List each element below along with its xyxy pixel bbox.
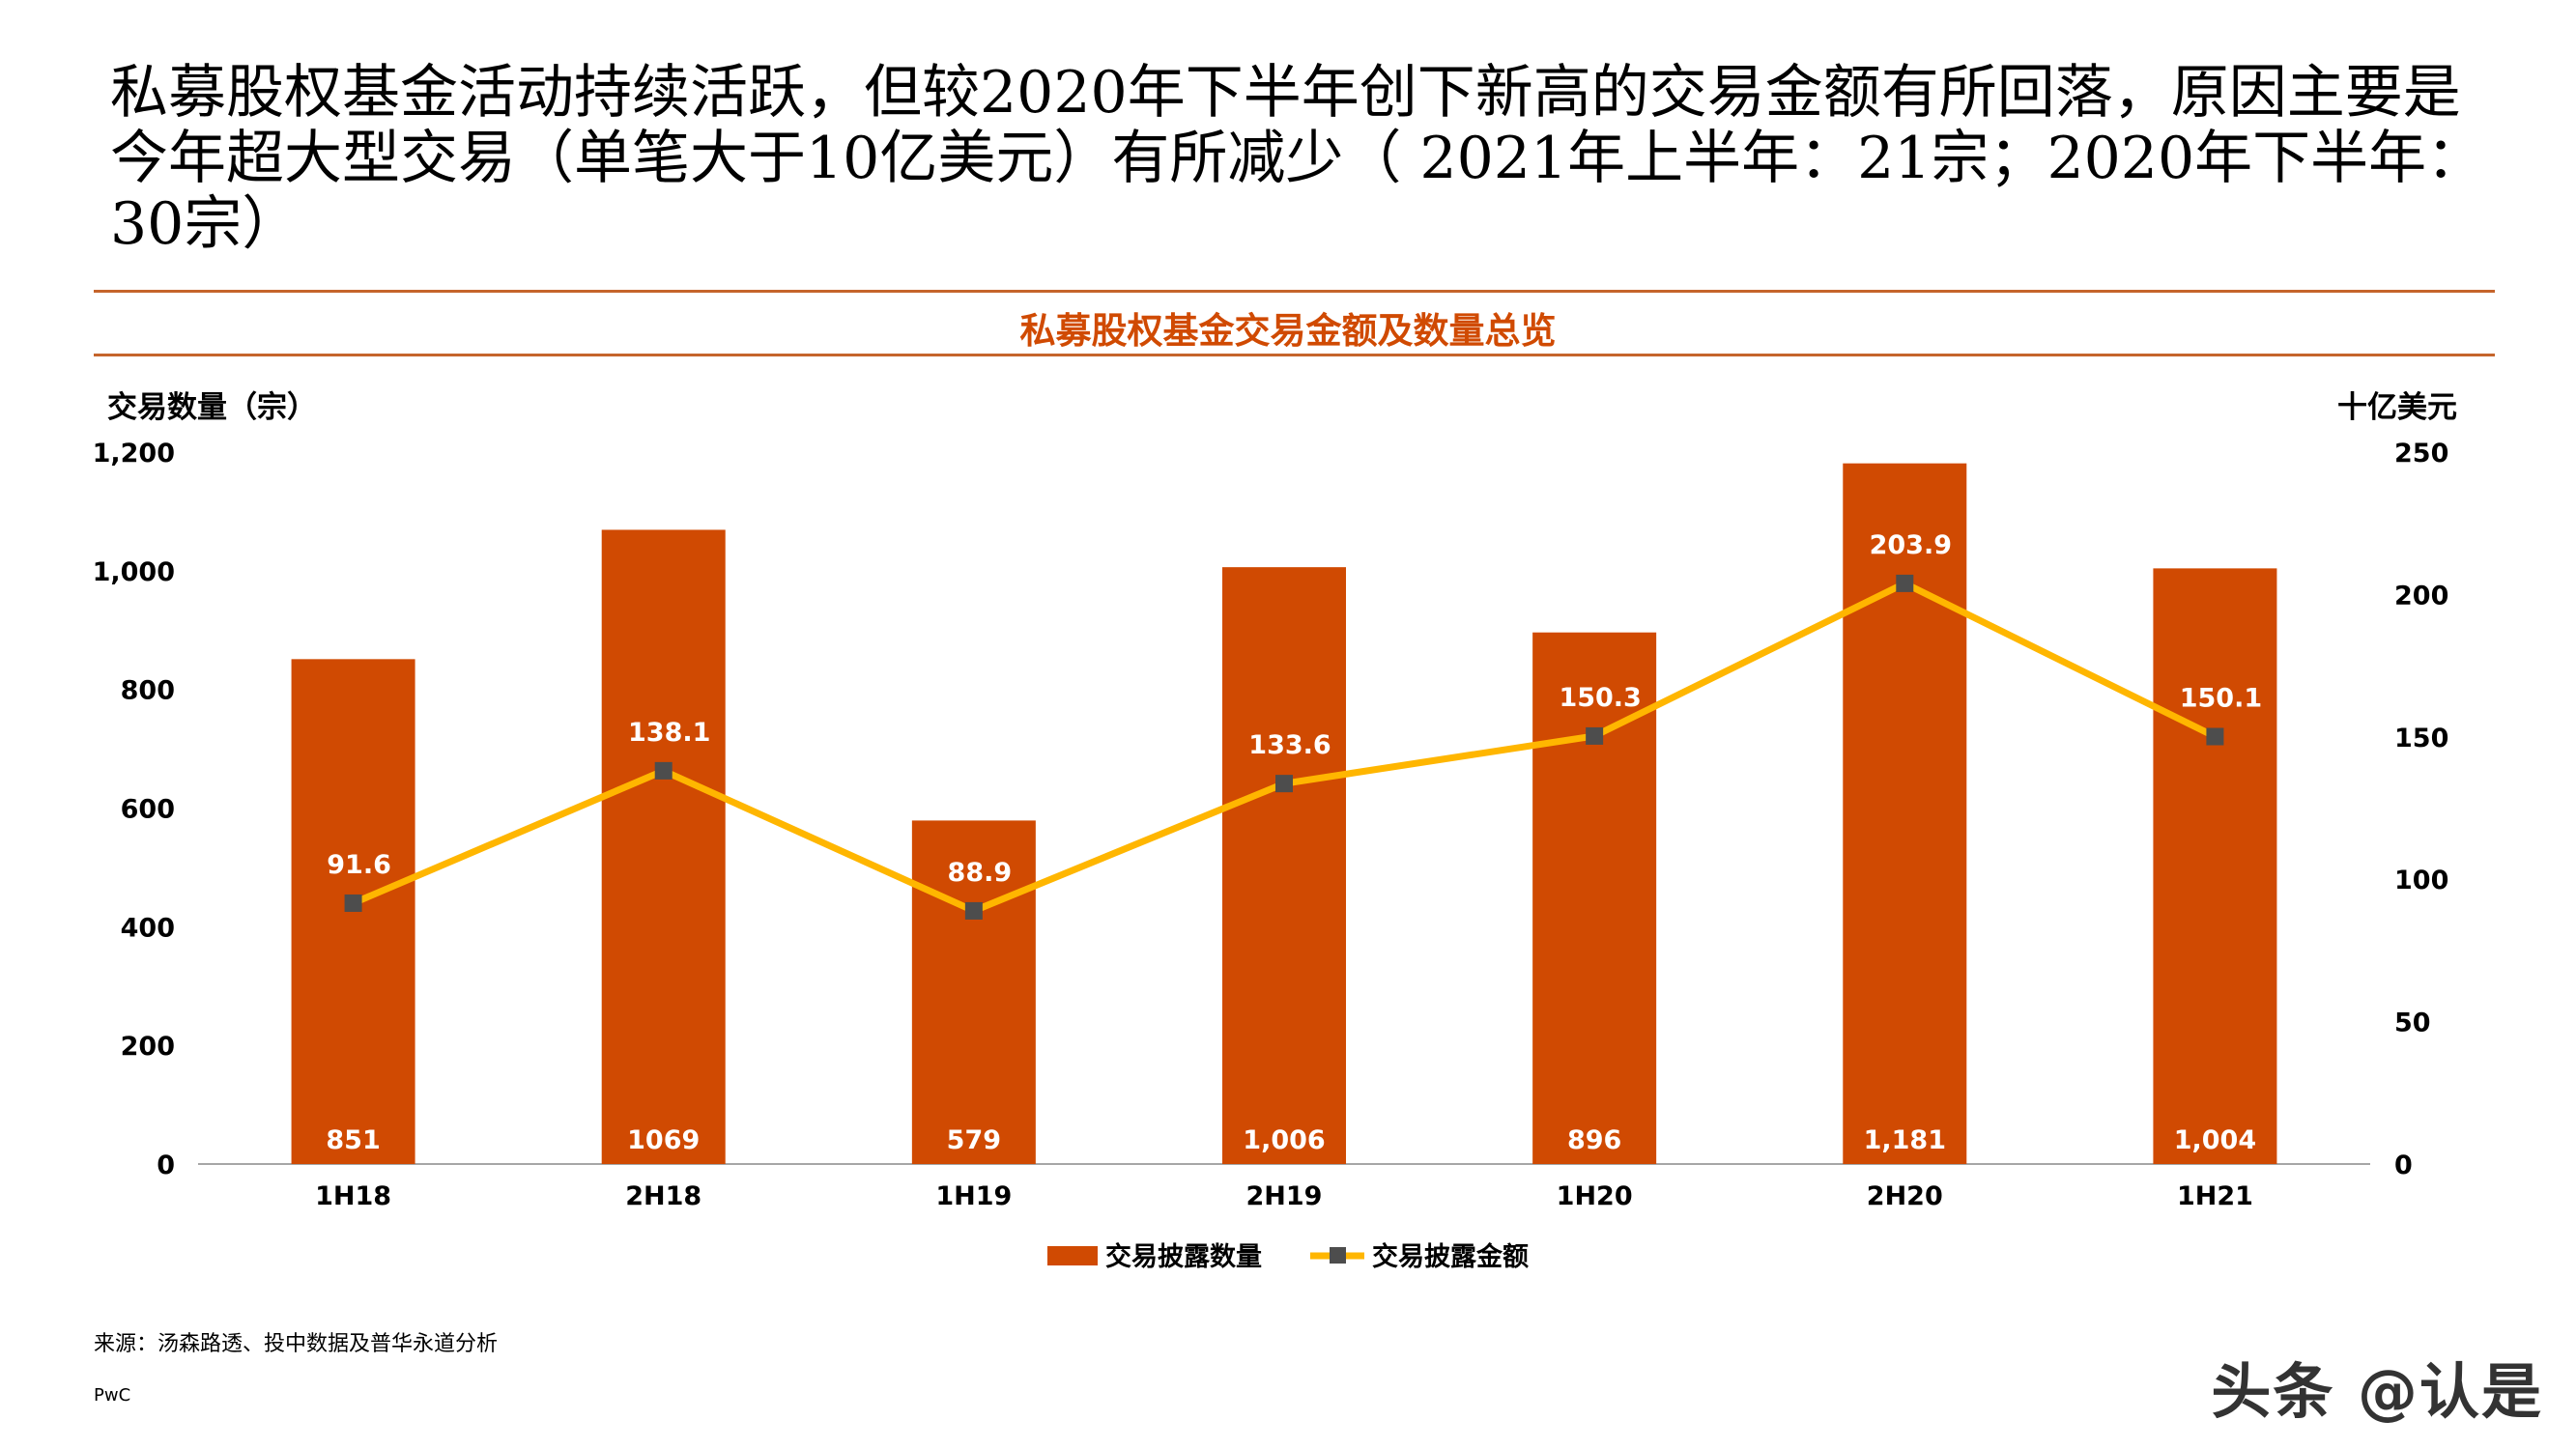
line-value-label: 138.1: [628, 718, 710, 748]
bar: [1532, 632, 1657, 1164]
right-tick-label: 200: [2394, 581, 2448, 611]
line-marker: [1586, 726, 1604, 745]
line-value-label: 150.1: [2180, 684, 2262, 714]
line-marker: [1275, 775, 1293, 793]
legend-line-marker: [1330, 1247, 1346, 1264]
line-value-label: 88.9: [948, 858, 1013, 888]
line-value-label: 203.9: [1870, 530, 1952, 560]
category-label: 2H19: [1246, 1181, 1323, 1211]
line-marker: [344, 894, 362, 912]
left-tick-label: 1,000: [93, 557, 175, 587]
chart-title: 私募股权基金交易金额及数量总览: [1019, 310, 1557, 352]
watermark: 头条 @认是: [2211, 1356, 2543, 1427]
bar: [601, 529, 726, 1164]
bar-value-label: 1,006: [1243, 1125, 1325, 1155]
category-label: 1H19: [935, 1181, 1012, 1211]
bar: [1222, 567, 1346, 1164]
category-label: 2H18: [625, 1181, 701, 1211]
category-label: 1H21: [2177, 1181, 2253, 1211]
top-rule: [94, 290, 2495, 293]
left-tick-label: 200: [121, 1032, 175, 1062]
category-label: 2H20: [1867, 1181, 1943, 1211]
bar: [2153, 568, 2277, 1164]
bottom-rule: [94, 354, 2495, 356]
category-label: 1H18: [315, 1181, 391, 1211]
left-tick-label: 800: [121, 676, 175, 706]
bar-value-label: 896: [1567, 1125, 1621, 1155]
brand-label: PwC: [94, 1385, 131, 1406]
line-value-label: 133.6: [1248, 730, 1331, 760]
right-axis-title: 十亿美元: [2337, 390, 2457, 425]
left-tick-label: 1,200: [93, 439, 175, 469]
right-tick-label: 50: [2394, 1009, 2431, 1038]
legend-bar-swatch: [1047, 1246, 1098, 1265]
bar-value-label: 851: [326, 1125, 380, 1155]
right-tick-label: 0: [2394, 1151, 2413, 1180]
bar: [1843, 463, 1967, 1164]
left-tick-label: 0: [157, 1151, 175, 1180]
line-marker: [964, 901, 983, 920]
bar-value-label: 1,181: [1864, 1125, 1946, 1155]
line-marker: [1896, 574, 1914, 592]
right-tick-label: 250: [2394, 439, 2448, 469]
right-tick-label: 100: [2394, 866, 2448, 895]
line-marker: [654, 761, 673, 780]
line-value-label: 91.6: [327, 850, 391, 880]
category-label: 1H20: [1557, 1181, 1633, 1211]
source-note: 来源：汤森路透、投中数据及普华永道分析: [94, 1332, 499, 1356]
legend-line-label: 交易披露金额: [1372, 1241, 1529, 1272]
bar-value-label: 1,004: [2174, 1125, 2256, 1155]
bar-value-label: 1069: [627, 1125, 700, 1155]
right-tick-label: 150: [2394, 724, 2448, 753]
line-value-label: 150.3: [1559, 683, 1641, 713]
bar-value-label: 579: [947, 1125, 1001, 1155]
left-tick-label: 400: [121, 913, 175, 943]
left-tick-label: 600: [121, 795, 175, 825]
left-axis-title: 交易数量（宗）: [107, 390, 317, 425]
bar: [911, 820, 1036, 1164]
line-marker: [2206, 727, 2224, 746]
headline: 私募股权基金活动持续活跃，但较2020年下半年创下新高的交易金额有所回落，原因主…: [110, 59, 2485, 258]
legend-bar-label: 交易披露数量: [1105, 1241, 1262, 1272]
